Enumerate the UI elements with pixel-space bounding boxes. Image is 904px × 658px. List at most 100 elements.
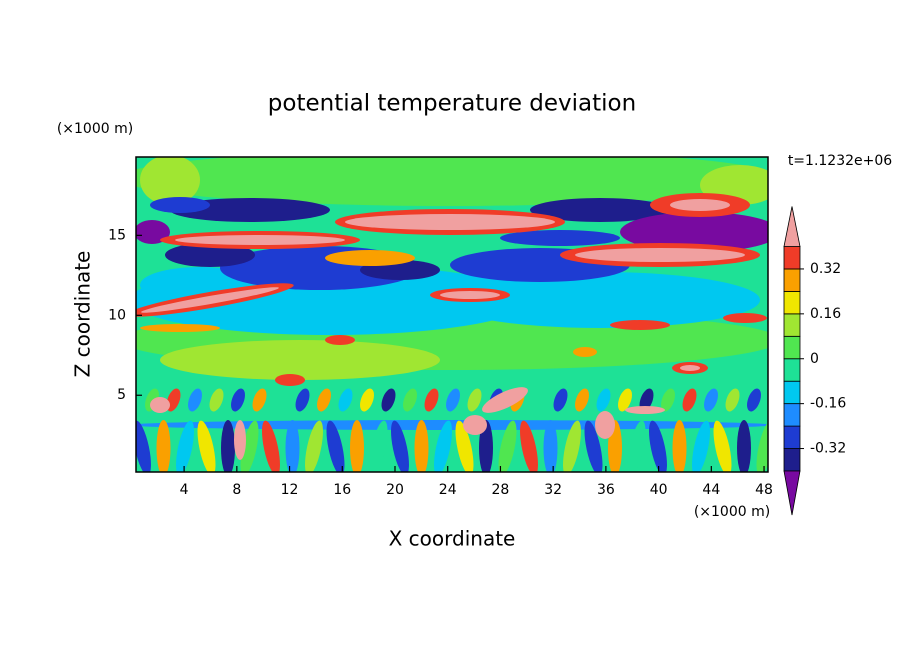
contour-region [160,340,440,380]
contour-region [455,420,474,472]
x-tick-label: 28 [492,482,510,498]
contour-region [704,388,718,412]
x-tick-label: 36 [597,482,615,498]
contour-region [369,420,388,472]
contour-region [500,230,620,246]
contour-region [234,420,246,460]
colorbar-box [783,448,801,472]
x-tick-label: 48 [755,482,773,498]
contour-region [381,388,396,412]
time-label: t=1.1232e+06 [788,153,892,169]
contour-region [136,157,768,206]
contour-region [661,388,675,412]
contour-region [156,420,171,472]
contour-region [737,420,751,472]
y-tick-label: 15 [108,227,126,243]
contour-region [553,388,568,412]
colorbar-box [783,403,801,427]
contour-region [756,420,768,472]
x-tick-label: 16 [333,482,351,498]
contour-region [625,406,665,414]
contour-region [440,291,500,299]
colorbar-box [783,313,801,337]
contour-region [188,388,202,412]
contour-region [275,374,305,386]
x-tick-label: 12 [281,482,299,498]
contour-region [532,388,546,412]
contour-region [498,420,517,472]
contour-region [682,388,697,412]
colorbar-box [783,290,801,315]
colorbar-box [783,425,801,449]
contour-region [639,388,654,412]
contour-region [176,420,194,472]
x-unit: (×1000 m) [694,504,770,520]
contour-region [136,220,170,244]
contour-region [680,365,700,371]
contour-region [467,388,482,412]
x-tick-label: 4 [180,482,189,498]
x-tick-label: 8 [232,482,241,498]
contour-region [274,388,288,412]
colorbar-tick-label: -0.32 [810,441,846,457]
colorbar: 0.32 0.16 0 -0.16 -0.32 [783,206,846,516]
contour-region [285,420,300,472]
x-tick-label: 40 [650,482,668,498]
contour-field [136,157,768,472]
x-tick-label: 20 [386,482,404,498]
y-tick-label: 5 [117,387,126,403]
contour-region [584,420,603,472]
contour-region [463,415,487,435]
contour-region [747,388,761,412]
colorbar-box [783,380,801,405]
contour-region [482,387,528,413]
contour-region [670,199,730,211]
contour-region [627,420,646,472]
contour-region [350,420,364,472]
contour-region [295,388,310,412]
contour-region [175,235,345,245]
contour-region [520,420,538,472]
contour-region [326,420,345,472]
contour-region [595,411,615,439]
contour-region [231,388,245,412]
contour-region [446,388,460,412]
chart-title: potential temperature deviation [268,91,636,117]
contour-region [725,388,740,412]
contour-region [317,388,331,412]
contour-region [563,420,581,472]
contour-region [575,248,745,262]
contour-region [573,347,597,357]
contour-region [424,388,439,412]
contour-region [672,420,687,472]
contour-region [403,388,417,412]
colorbar-triangle [783,470,801,516]
contour-region [150,197,210,213]
contour-region [252,388,267,412]
colorbar-box [783,335,801,360]
x-tick-label: 24 [439,482,457,498]
contour-region [150,397,170,413]
colorbar-tick-label: 0.16 [810,306,841,322]
colorbar-triangle [783,206,801,247]
y-axis-label: Z coordinate [71,251,95,378]
contour-region [649,420,667,472]
y-unit: (×1000 m) [57,121,133,137]
x-tick-label: 44 [702,482,720,498]
colorbar-box [783,268,801,292]
contour-region [140,157,200,205]
contour-region [209,388,224,412]
x-tick-label: 32 [544,482,562,498]
contour-region [575,388,589,412]
contour-region [391,420,409,472]
contour-region [166,388,181,412]
contour-region [440,272,760,328]
contour-region [360,388,374,412]
contour-region [325,250,415,266]
contour-region [618,388,632,412]
contour-region [692,420,710,472]
contour-region [141,287,279,313]
y-tick-label: 10 [108,307,126,323]
contour-region [140,324,220,332]
